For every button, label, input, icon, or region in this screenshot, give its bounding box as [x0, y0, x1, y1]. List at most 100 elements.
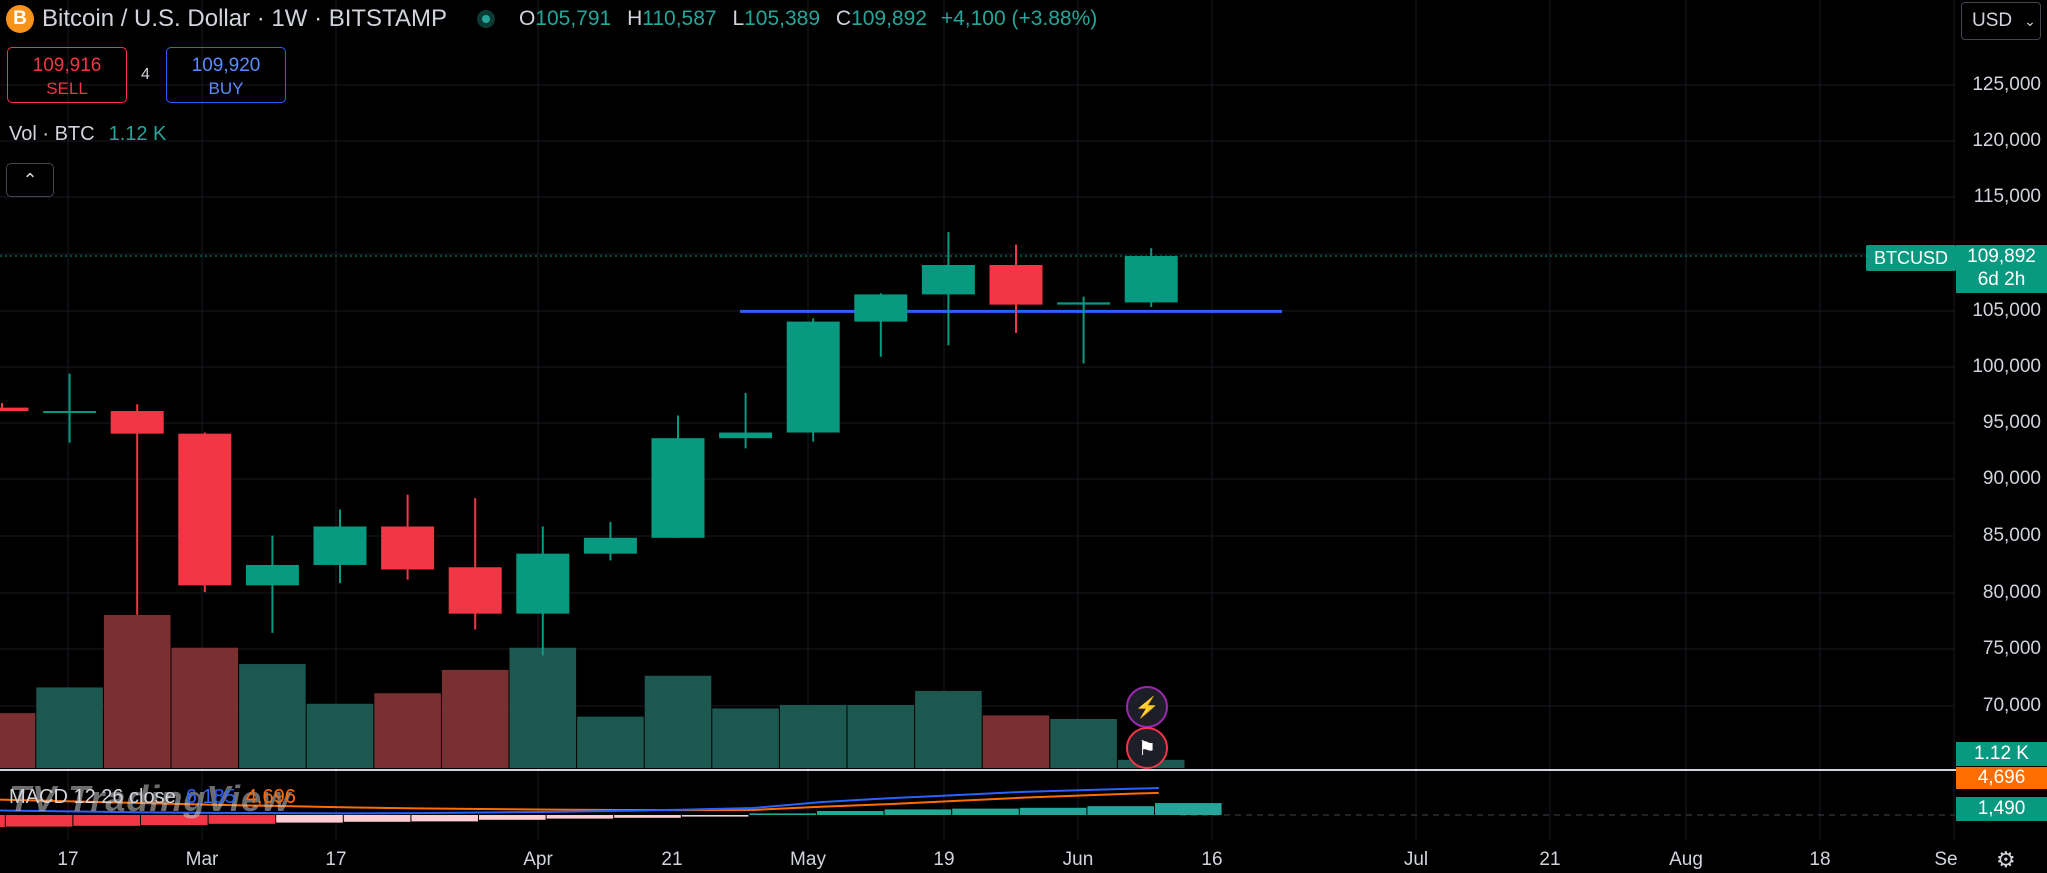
price-axis-label: 75,000: [1982, 638, 2041, 659]
collapse-legend-button[interactable]: ⌃: [6, 163, 54, 197]
candle-body: [989, 264, 1043, 305]
macd-histogram-bar: [1155, 803, 1222, 815]
volume-bar: [915, 690, 982, 768]
volume-bar: [36, 687, 103, 768]
macd-histogram-bar: [141, 815, 208, 825]
macd-histogram-bar: [73, 815, 140, 826]
chevron-down-icon: ⌄: [2024, 12, 2036, 29]
macd-histogram-bar: [952, 808, 1019, 815]
high-label: H: [627, 7, 643, 30]
low-label: L: [732, 7, 745, 30]
time-axis-label: Apr: [523, 849, 553, 870]
us-flag-icon[interactable]: ⚑: [1126, 727, 1168, 769]
candle-body: [786, 321, 840, 433]
chart-header: B Bitcoin / U.S. Dollar · 1W · BITSTAMP …: [0, 0, 1097, 38]
price-axis-label: 80,000: [1982, 582, 2041, 603]
volume-bar: [577, 716, 644, 768]
ohlc-values: O105,791 H110,587 L105,389 C109,892 +4,1…: [519, 7, 1097, 31]
bar-countdown: 6d 2h: [1977, 269, 2026, 290]
macd-histogram-bar: [1019, 807, 1087, 815]
candle-body: [43, 411, 97, 414]
volume-bar: [103, 615, 171, 768]
macd-legend[interactable]: MACD 12 26 close 6,185 4,696: [9, 786, 296, 809]
candle-body: [719, 432, 773, 439]
macd-histogram-bar: [817, 811, 884, 815]
gear-icon[interactable]: ⚙: [1996, 847, 2016, 872]
time-axis-label: 16: [1201, 849, 1223, 870]
last-price-value: 109,892: [1967, 246, 2036, 267]
close-label: C: [835, 7, 852, 30]
price-axis-label: 120,000: [1972, 130, 2041, 151]
candle-body: [583, 537, 637, 554]
volume-bar: [779, 704, 847, 768]
symbol-title[interactable]: Bitcoin / U.S. Dollar · 1W · BITSTAMP: [42, 5, 447, 32]
high-value: 110,587: [642, 7, 717, 30]
volume-bar: [0, 713, 36, 768]
time-axis-label: Mar: [185, 849, 219, 870]
volume-bar: [982, 715, 1050, 768]
macd-histogram-bar: [884, 809, 952, 815]
time-axis-label: May: [790, 849, 826, 870]
last-price-tag: 109,892 6d 2h: [1956, 245, 2047, 293]
volume-bar: [847, 704, 915, 768]
volume-tag: 1.12 K: [1956, 742, 2047, 766]
time-axis-label: Jun: [1062, 849, 1094, 870]
change-value: +4,100 (+3.88%): [940, 7, 1098, 30]
candle-body: [110, 411, 164, 434]
lightning-icon[interactable]: ⚡: [1126, 686, 1168, 728]
macd-histogram-bar: [749, 813, 816, 815]
currency-value: USD: [1972, 10, 2013, 31]
candle-body: [1124, 256, 1178, 303]
time-axis-label: 21: [1539, 849, 1561, 870]
tradingview-watermark[interactable]: TV TradingView: [9, 778, 292, 819]
macd-histogram-bar: [343, 815, 411, 822]
volume-bar: [171, 647, 239, 768]
price-axis-label: 115,000: [1973, 186, 2041, 207]
price-axis-label: 125,000: [1972, 74, 2041, 95]
volume-bar: [712, 708, 779, 768]
volume-bar: [644, 675, 712, 768]
macd-histogram-bar: [411, 815, 478, 822]
close-value: 109,892: [851, 7, 927, 30]
macd-legend-macd: 6,185: [185, 786, 236, 808]
volume-bar: [441, 669, 509, 768]
volume-legend-label: Vol · BTC: [9, 123, 95, 145]
candle-body: [651, 438, 705, 538]
buy-button[interactable]: 109,920 BUY: [166, 47, 286, 103]
buy-price: 109,920: [191, 55, 261, 76]
candle-body: [313, 526, 367, 565]
volume-bar: [509, 647, 577, 768]
volume-bar: [239, 664, 306, 768]
price-axis-label: 105,000: [1972, 300, 2041, 321]
chevron-up-icon: ⌃: [22, 169, 38, 190]
time-axis-label: Aug: [1669, 849, 1703, 870]
candle-body: [245, 564, 299, 586]
sell-button[interactable]: 109,916 SELL: [7, 47, 127, 103]
macd-histogram-bar: [5, 815, 73, 827]
volume-legend-value: 1.12 K: [108, 123, 167, 145]
macd-histogram-bar: [614, 815, 681, 818]
macd-histogram-bar: [681, 815, 749, 817]
volume-legend[interactable]: Vol · BTC 1.12 K: [9, 123, 166, 146]
macd-histogram-bar: [208, 815, 276, 824]
open-value: 105,791: [535, 7, 612, 30]
symbol-tag: BTCUSD: [1866, 245, 1956, 271]
volume-bar: [306, 703, 374, 768]
time-axis-label: 19: [933, 849, 955, 870]
candle-body: [854, 294, 908, 322]
candle-body: [516, 553, 570, 614]
price-axis-label: 85,000: [1982, 525, 2041, 546]
buy-label: BUY: [208, 79, 244, 98]
candle-body: [1057, 302, 1111, 305]
candle-body: [448, 567, 502, 614]
histogram-tag: 1,490: [1956, 797, 2047, 821]
sell-label: SELL: [46, 79, 88, 98]
spread-value: 4: [141, 66, 150, 83]
low-value: 105,389: [744, 7, 821, 30]
macd-tag: 4,696: [1956, 767, 2047, 789]
open-label: O: [518, 7, 536, 30]
time-axis-label: Se: [1934, 849, 1958, 870]
macd-histogram-bar: [479, 815, 546, 820]
currency-select[interactable]: USD ⌄: [1961, 2, 2041, 40]
